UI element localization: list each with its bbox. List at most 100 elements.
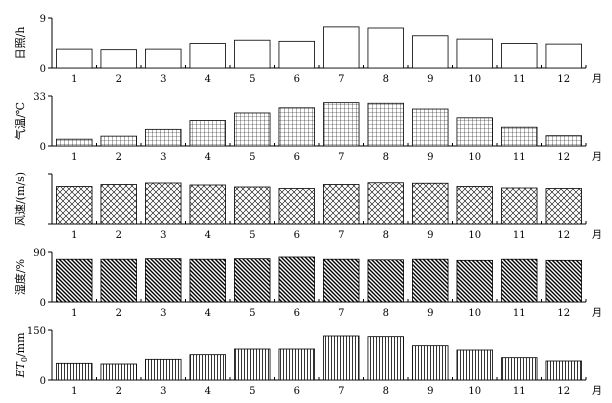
x-tick-label: 3 [160, 152, 166, 163]
bar-month-2 [100, 135, 137, 147]
x-tick-label: 10 [468, 152, 481, 163]
x-tick-label: 2 [116, 230, 122, 241]
bar-month-5 [234, 258, 271, 303]
x-axis-unit-label: 月 [592, 151, 602, 163]
bar-month-6 [278, 188, 315, 225]
x-tick-label: 11 [513, 230, 526, 241]
x-tick-label: 10 [468, 386, 481, 397]
bar-month-4 [189, 354, 226, 381]
x-tick-label: 8 [383, 308, 389, 319]
bar-month-6 [278, 256, 315, 303]
bar-month-11 [501, 187, 538, 225]
bar-month-12 [545, 188, 582, 225]
bar-month-12 [545, 135, 582, 147]
x-tick-label: 8 [383, 386, 389, 397]
y-tick-label: 0 [40, 142, 46, 153]
x-tick-label: 5 [249, 152, 255, 163]
bar-month-1 [56, 48, 93, 69]
y-tick-label: 150 [27, 326, 46, 337]
x-tick-label: 11 [513, 308, 526, 319]
y-tick-label: 0 [40, 64, 46, 75]
x-tick-label: 4 [205, 230, 211, 241]
y-tick-label: 90 [33, 248, 46, 259]
bar-month-7 [323, 184, 360, 225]
x-tick-label: 9 [427, 74, 433, 85]
bar-month-5 [234, 186, 271, 225]
bar-month-6 [278, 40, 315, 69]
panel-3: 风速/(m/s)1 2 3 4 5 6 7 8 9 10 11 12 月 [14, 172, 602, 241]
bar-month-5 [234, 112, 271, 147]
bar-month-3 [145, 182, 182, 225]
bar-month-3 [145, 358, 182, 381]
bar-month-2 [100, 49, 137, 69]
bar-month-10 [456, 38, 493, 69]
x-tick-label: 10 [468, 74, 481, 85]
bar-month-1 [56, 186, 93, 225]
x-tick-label: 12 [557, 308, 570, 319]
bar-month-1 [56, 362, 93, 381]
bar-month-8 [367, 102, 404, 147]
x-tick-label: 11 [513, 152, 526, 163]
x-tick-label: 9 [427, 152, 433, 163]
x-tick-label: 2 [116, 308, 122, 319]
bar-month-11 [501, 126, 538, 147]
bar-month-10 [456, 186, 493, 225]
bar-month-5 [234, 39, 271, 69]
bar-month-4 [189, 258, 226, 303]
bar-month-4 [189, 120, 226, 147]
x-axis-unit-label: 月 [592, 73, 602, 85]
bar-month-7 [323, 335, 360, 381]
x-tick-label: 8 [383, 152, 389, 163]
x-tick-label: 7 [338, 230, 344, 241]
y-axis-label: 湿度/% [13, 259, 27, 295]
bar-month-7 [323, 102, 360, 147]
x-tick-label: 1 [71, 74, 77, 85]
x-axis-unit-label: 月 [592, 229, 602, 241]
x-tick-label: 4 [205, 308, 211, 319]
x-tick-label: 1 [71, 308, 77, 319]
x-tick-label: 1 [71, 386, 77, 397]
x-tick-label: 9 [427, 386, 433, 397]
bar-month-3 [145, 48, 182, 69]
x-tick-label: 5 [249, 230, 255, 241]
x-tick-label: 9 [427, 308, 433, 319]
x-tick-label: 12 [557, 230, 570, 241]
bar-month-11 [501, 43, 538, 69]
bar-month-9 [412, 258, 449, 303]
bar-month-12 [545, 360, 582, 381]
x-tick-label: 12 [557, 152, 570, 163]
bar-month-6 [278, 107, 315, 147]
x-tick-label: 11 [513, 386, 526, 397]
bar-month-5 [234, 348, 271, 381]
x-tick-label: 7 [338, 386, 344, 397]
bar-month-2 [100, 363, 137, 381]
x-tick-label: 1 [71, 152, 77, 163]
y-tick-label: 0 [40, 298, 46, 309]
x-tick-label: 6 [294, 74, 300, 85]
bar-month-9 [412, 35, 449, 69]
bar-month-8 [367, 182, 404, 225]
bar-month-10 [456, 117, 493, 147]
bar-month-9 [412, 345, 449, 381]
x-tick-label: 8 [383, 230, 389, 241]
bar-month-11 [501, 357, 538, 381]
x-axis-unit-label: 月 [592, 385, 602, 397]
x-tick-label: 5 [249, 386, 255, 397]
x-tick-label: 9 [427, 230, 433, 241]
x-tick-label: 6 [294, 386, 300, 397]
bar-month-8 [367, 336, 404, 381]
bar-month-7 [323, 26, 360, 69]
x-tick-label: 5 [249, 308, 255, 319]
x-tick-label: 1 [71, 230, 77, 241]
x-tick-label: 7 [338, 308, 344, 319]
x-tick-label: 7 [338, 152, 344, 163]
bar-month-4 [189, 43, 226, 69]
x-tick-label: 5 [249, 74, 255, 85]
bar-month-4 [189, 184, 226, 225]
x-tick-label: 6 [294, 230, 300, 241]
bar-month-3 [145, 258, 182, 303]
